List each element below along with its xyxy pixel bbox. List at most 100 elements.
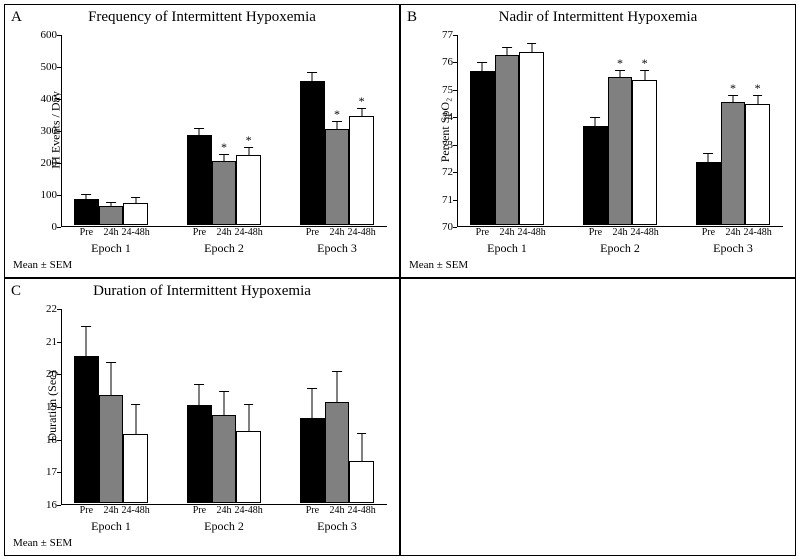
error-bar — [757, 96, 758, 104]
y-axis-title: Percent SpO₂ — [438, 98, 453, 163]
error-cap — [332, 371, 342, 372]
significance-marker: * — [730, 82, 736, 94]
epoch-label: Epoch 2 — [204, 225, 244, 256]
error-bar — [110, 363, 111, 396]
epoch-label: Epoch 1 — [487, 225, 527, 256]
bar — [495, 55, 520, 225]
footnote: Mean ± SEM — [409, 259, 468, 271]
error-cap — [219, 154, 229, 155]
error-bar — [708, 154, 709, 162]
panel-b: BNadir of Intermittent HypoxemiaMean ± S… — [400, 4, 796, 278]
error-cap — [194, 128, 204, 129]
bar — [470, 71, 495, 225]
bar — [187, 135, 212, 225]
significance-marker: * — [221, 141, 227, 153]
error-cap — [527, 43, 537, 44]
panel-title: Duration of Intermittent Hypoxemia — [5, 283, 399, 300]
plot-area: 16171819202122Duration (Sec)Pre24h24-48h… — [61, 309, 385, 503]
error-cap — [307, 388, 317, 389]
error-bar — [733, 96, 734, 101]
y-tick-label: 71 — [442, 194, 457, 206]
bar — [236, 431, 261, 503]
error-cap — [357, 108, 367, 109]
bar — [212, 415, 237, 503]
y-axis-title: IH Events / Day — [48, 91, 63, 169]
epoch-label: Epoch 1 — [91, 503, 131, 534]
bar — [745, 104, 770, 225]
error-bar — [595, 118, 596, 126]
significance-marker: * — [642, 57, 648, 69]
error-cap — [81, 194, 91, 195]
error-cap — [81, 326, 91, 327]
error-bar — [482, 63, 483, 71]
error-bar — [135, 198, 136, 202]
footnote: Mean ± SEM — [13, 259, 72, 271]
panel-d — [400, 278, 796, 556]
bar — [325, 129, 350, 225]
error-cap — [307, 72, 317, 73]
panel-title: Frequency of Intermittent Hypoxemia — [5, 9, 399, 26]
panel-title: Nadir of Intermittent Hypoxemia — [401, 9, 795, 26]
y-tick-label: 21 — [46, 336, 61, 348]
y-tick-label: 17 — [46, 466, 61, 478]
error-bar — [110, 203, 111, 206]
epoch-label: Epoch 3 — [713, 225, 753, 256]
y-tick-label: 22 — [46, 303, 61, 315]
bar — [236, 155, 261, 225]
epoch-label: Epoch 3 — [317, 503, 357, 534]
bar — [632, 80, 657, 225]
error-bar — [248, 148, 249, 155]
y-tick-label: 75 — [442, 84, 457, 96]
error-cap — [106, 362, 116, 363]
panel-letter: C — [11, 283, 21, 300]
error-bar — [312, 389, 313, 418]
bar — [99, 206, 124, 225]
bar — [349, 461, 374, 503]
error-cap — [244, 404, 254, 405]
error-bar — [506, 48, 507, 55]
significance-marker: * — [359, 95, 365, 107]
epoch-label: Epoch 2 — [204, 503, 244, 534]
error-cap — [753, 95, 763, 96]
epoch-label: Epoch 3 — [317, 225, 357, 256]
error-cap — [703, 153, 713, 154]
error-cap — [590, 117, 600, 118]
y-tick-label: 500 — [41, 61, 62, 73]
bar — [325, 402, 350, 503]
error-cap — [219, 391, 229, 392]
error-cap — [131, 404, 141, 405]
y-tick-label: 16 — [46, 499, 61, 511]
error-bar — [337, 372, 338, 401]
error-cap — [131, 197, 141, 198]
plot-area: 7071727374757677Percent SpO₂Pre24h24-48h… — [457, 35, 781, 225]
y-tick-label: 0 — [52, 221, 62, 233]
error-bar — [248, 405, 249, 431]
bar — [123, 434, 148, 503]
error-cap — [615, 70, 625, 71]
bar — [696, 162, 721, 225]
error-bar — [361, 109, 362, 117]
bar — [608, 77, 633, 225]
bar — [300, 418, 325, 503]
error-bar — [224, 392, 225, 415]
error-bar — [86, 327, 87, 356]
bar — [99, 395, 124, 503]
error-bar — [135, 405, 136, 434]
bar — [123, 203, 148, 225]
bar — [349, 116, 374, 225]
error-cap — [357, 433, 367, 434]
error-bar — [361, 434, 362, 460]
epoch-label: Epoch 1 — [91, 225, 131, 256]
bar — [300, 81, 325, 225]
error-cap — [332, 121, 342, 122]
error-cap — [502, 47, 512, 48]
significance-marker: * — [246, 134, 252, 146]
error-cap — [728, 95, 738, 96]
significance-marker: * — [617, 57, 623, 69]
error-cap — [194, 384, 204, 385]
error-bar — [86, 195, 87, 200]
bar — [212, 161, 237, 225]
y-axis — [457, 35, 458, 227]
y-axis — [61, 309, 62, 505]
y-tick-label: 72 — [442, 166, 457, 178]
